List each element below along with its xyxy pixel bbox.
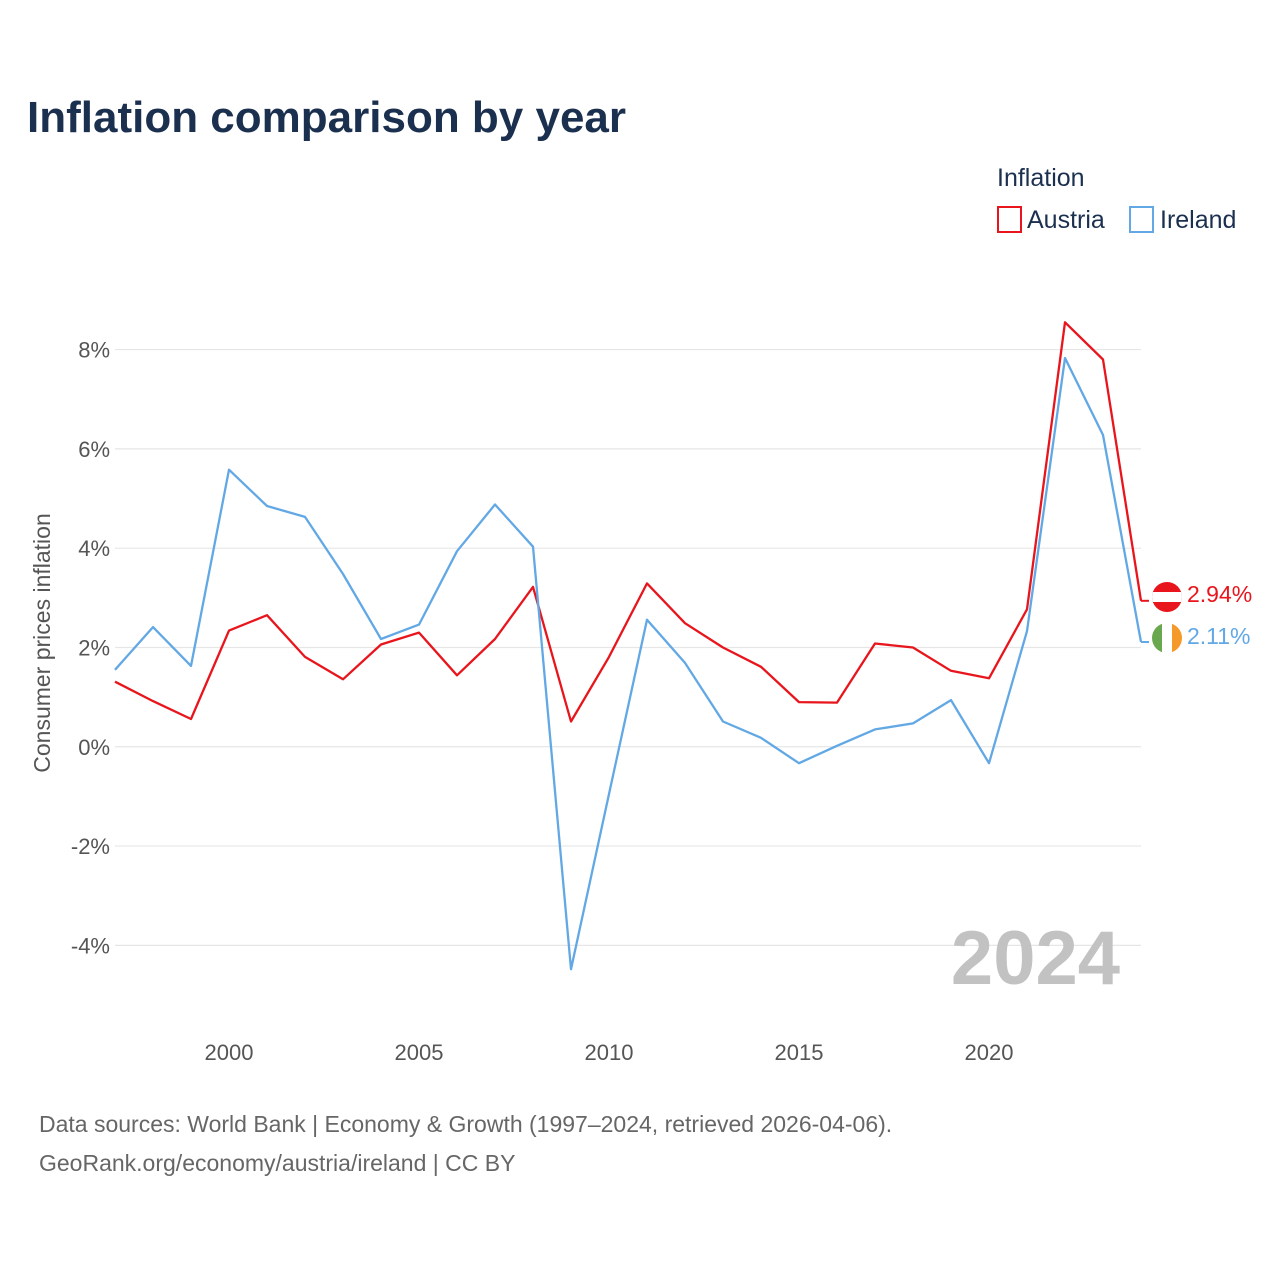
legend-swatch-austria bbox=[997, 206, 1022, 233]
chart-title: Inflation comparison by year bbox=[27, 93, 626, 142]
y-tick-label: 2% bbox=[78, 635, 110, 660]
ireland-flag-icon bbox=[1152, 623, 1182, 653]
legend-item-ireland[interactable]: Ireland bbox=[1129, 206, 1236, 234]
series-line-ireland[interactable] bbox=[114, 356, 1143, 971]
legend-label-ireland: Ireland bbox=[1160, 206, 1236, 234]
y-tick-label: 4% bbox=[78, 536, 110, 561]
x-tick-label: 2000 bbox=[205, 1040, 254, 1065]
source-line-1: Data sources: World Bank | Economy & Gro… bbox=[39, 1111, 892, 1137]
legend: Inflation Austria Ireland bbox=[997, 164, 1236, 234]
end-label-ireland: 2.11% bbox=[1187, 623, 1251, 649]
x-axis: 2000 2005 2010 2015 2020 bbox=[205, 1040, 1014, 1065]
y-axis-title: Consumer prices inflation bbox=[29, 513, 55, 773]
grid bbox=[115, 348, 1141, 946]
end-label-austria: 2.94% bbox=[1187, 581, 1252, 607]
y-tick-label: 6% bbox=[78, 437, 110, 462]
y-tick-label: 0% bbox=[78, 735, 110, 760]
year-watermark: 2024 bbox=[951, 916, 1120, 1001]
y-tick-label: -4% bbox=[71, 933, 110, 958]
x-tick-label: 2010 bbox=[585, 1040, 634, 1065]
series-line-austria[interactable] bbox=[114, 321, 1143, 723]
series-layer bbox=[114, 321, 1149, 971]
x-tick-label: 2005 bbox=[395, 1040, 444, 1065]
y-tick-label: 8% bbox=[78, 338, 110, 363]
x-tick-label: 2020 bbox=[965, 1040, 1014, 1065]
austria-flag-icon bbox=[1152, 582, 1182, 612]
legend-item-austria[interactable]: Austria bbox=[997, 206, 1105, 234]
legend-swatch-ireland bbox=[1129, 206, 1154, 233]
y-axis: -4% -2% 0% 2% 4% 6% 8% bbox=[71, 338, 110, 959]
source-line-2[interactable]: GeoRank.org/economy/austria/ireland | CC… bbox=[39, 1150, 515, 1176]
legend-title: Inflation bbox=[997, 164, 1085, 192]
legend-label-austria: Austria bbox=[1027, 206, 1105, 234]
y-tick-label: -2% bbox=[71, 834, 110, 859]
x-tick-label: 2015 bbox=[775, 1040, 824, 1065]
